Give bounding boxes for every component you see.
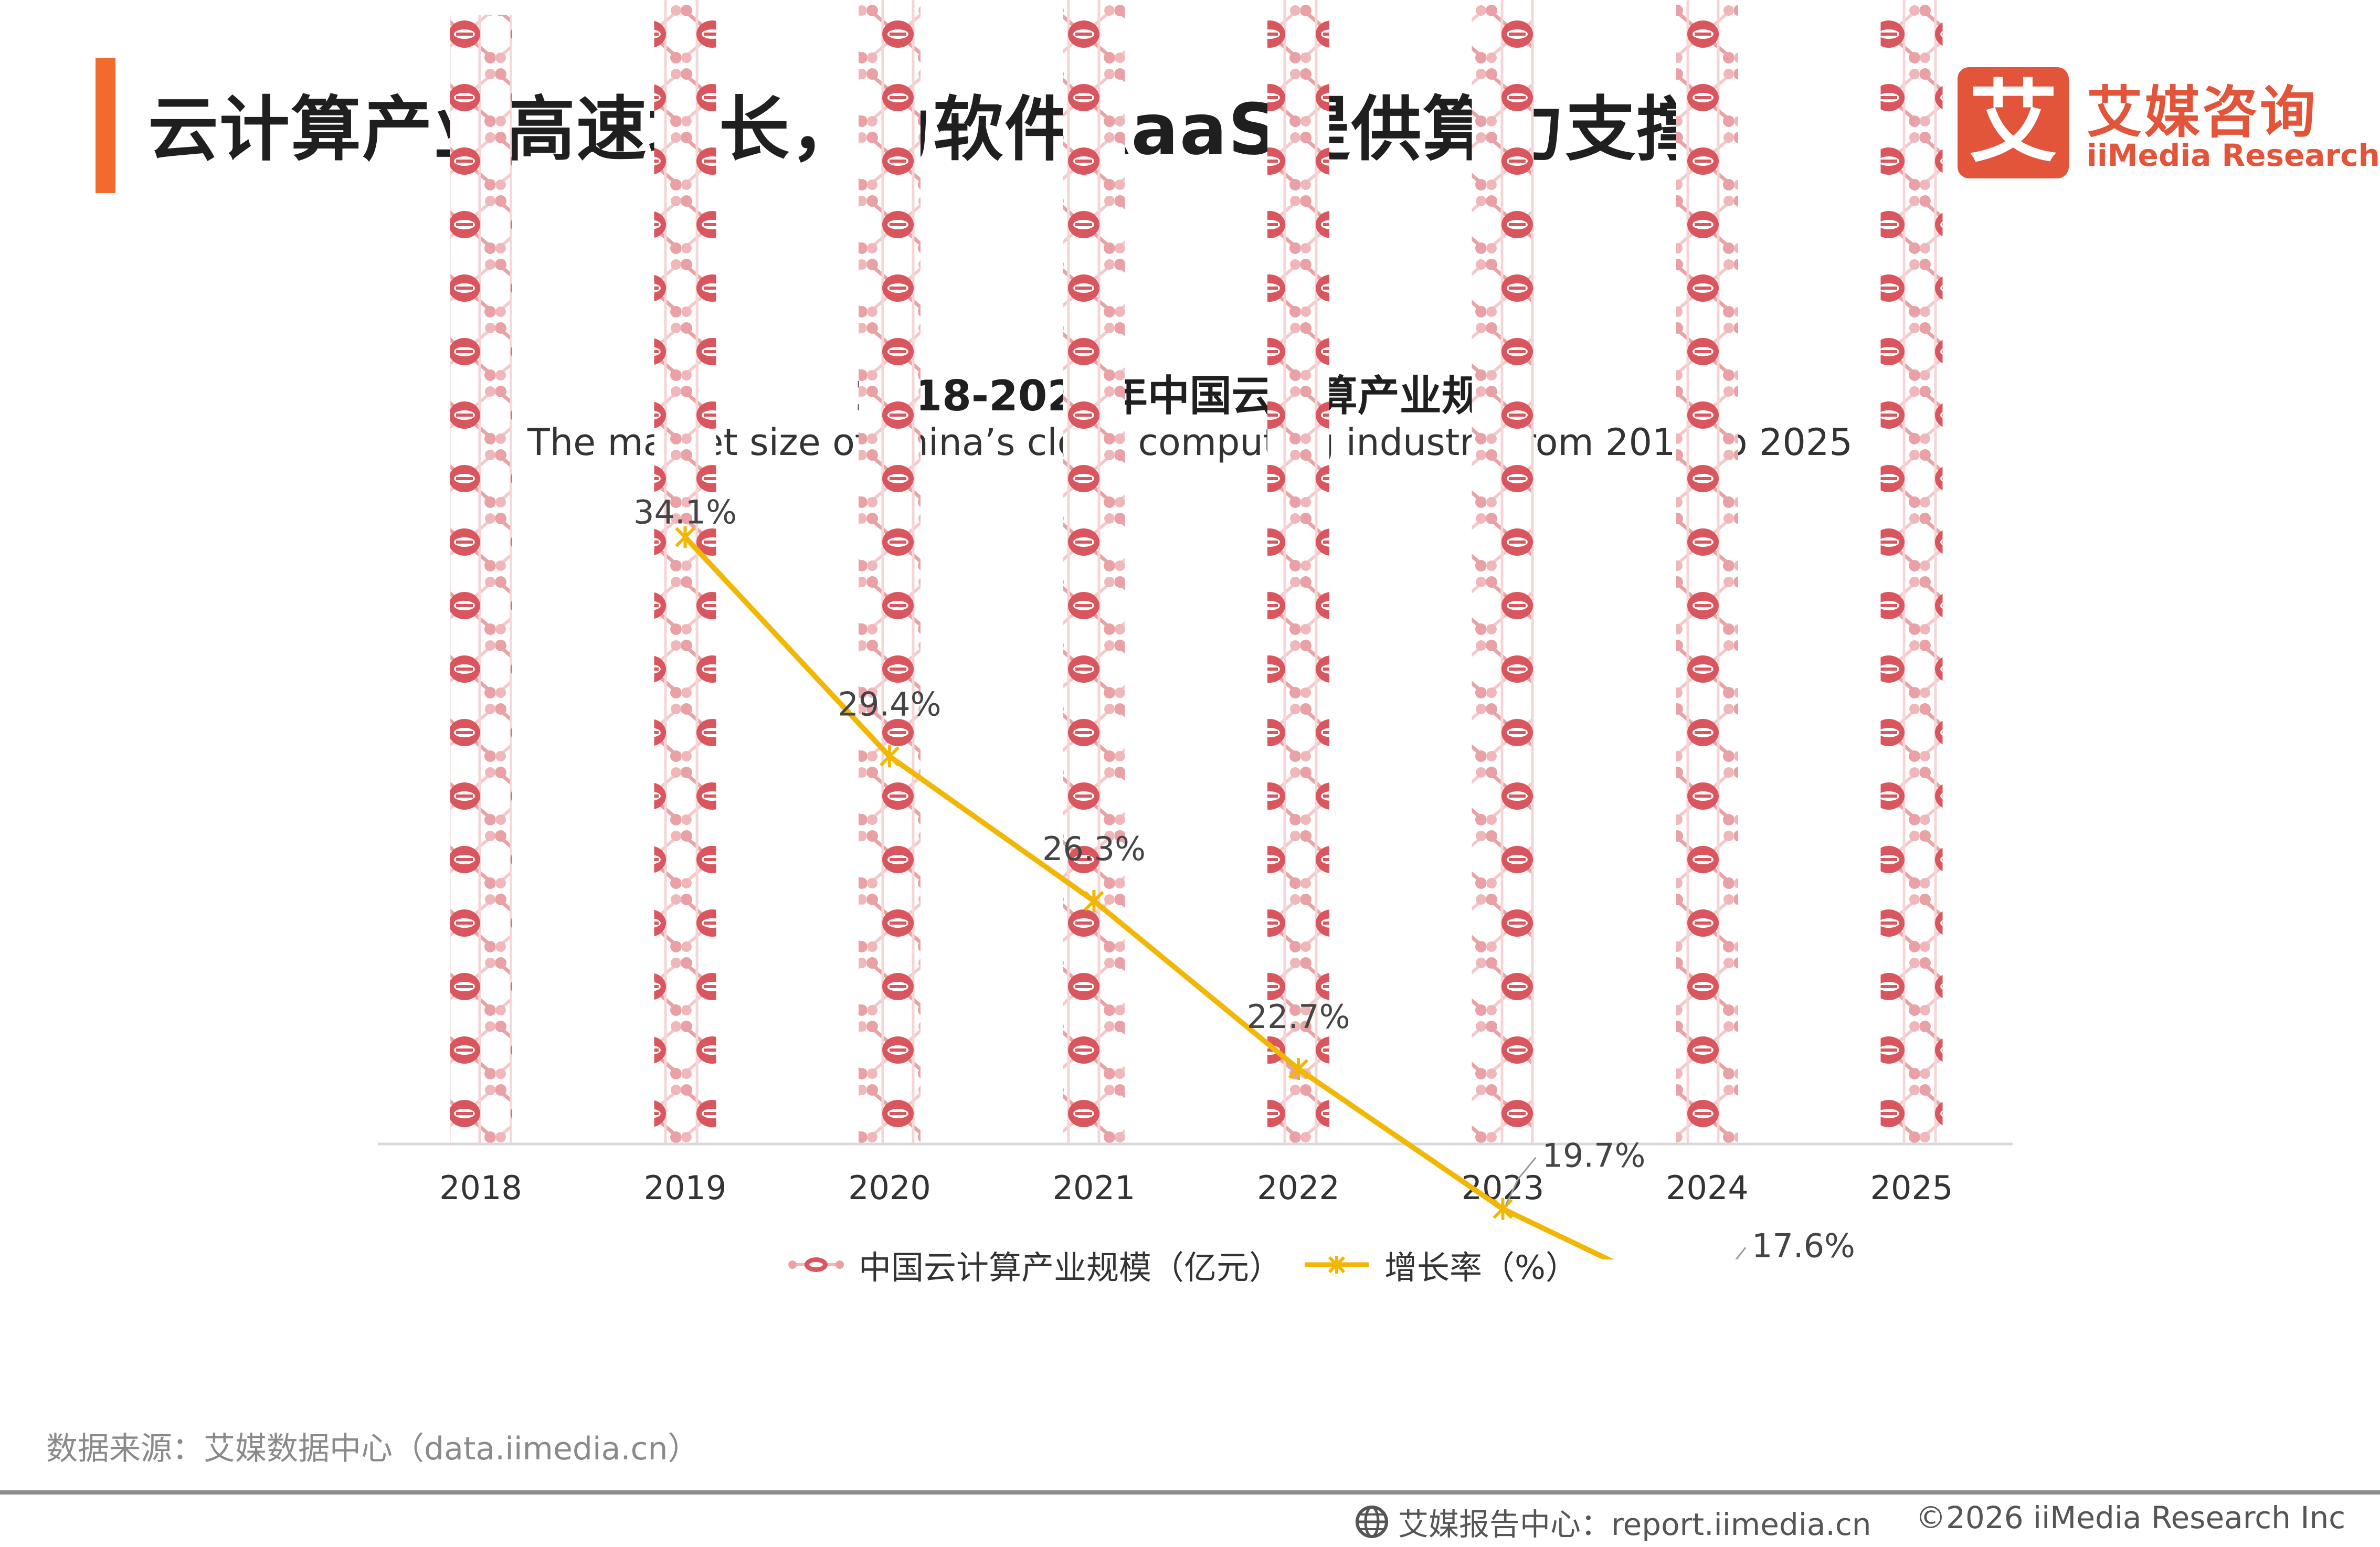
leader-line-2023	[1505, 1157, 1537, 1205]
bar-2019	[654, 0, 716, 1144]
logo-name-en: iiMedia Research	[2087, 137, 2380, 173]
legend-label-growth-rate: 增长率（%）	[1384, 1248, 1578, 1287]
x-tick-labels: 2018 2019 2020 2021 2022 2023 2024 2025	[439, 1169, 1953, 1207]
chart-title: 2018-2025年中国云计算产业规模	[854, 372, 1526, 420]
bar-2018	[450, 15, 512, 1144]
growth-label-2024: 17.6%	[1752, 1226, 1855, 1259]
leader-line-2024	[1735, 1247, 1747, 1259]
x-tick-2019: 2019	[644, 1169, 727, 1207]
footer-report-text: 艾媒报告中心：report.iimedia.cn	[1398, 1507, 1871, 1542]
bar-2020	[859, 0, 921, 1144]
growth-point-2020	[879, 745, 900, 768]
chart-subtitle: The market size of China’s cloud computi…	[527, 421, 1853, 464]
logo-mark-char: 艾	[1968, 71, 2058, 175]
bar-2025	[1880, 0, 1943, 1144]
bar-2023	[1472, 0, 1534, 1144]
legend-swatch-bar	[788, 1257, 844, 1272]
globe-icon	[1356, 1506, 1388, 1538]
x-tick-2018: 2018	[439, 1169, 522, 1207]
x-tick-2020: 2020	[848, 1169, 931, 1207]
growth-label-2019: 34.1%	[633, 493, 737, 532]
bar-2022	[1267, 0, 1329, 1144]
growth-label-2023: 19.7%	[1542, 1137, 1646, 1175]
x-tick-2021: 2021	[1053, 1169, 1136, 1207]
bar-2021	[1063, 0, 1125, 1144]
growth-point-2023	[1493, 1198, 1513, 1220]
bar-2024	[1676, 0, 1738, 1144]
bar-series	[450, 0, 1943, 1144]
legend-item-market-size: 中国云计算产业规模（亿元）	[787, 1241, 1282, 1288]
page-title: 云计算产业高速增长，为软件RaaS提供算力支撑	[148, 89, 1708, 171]
growth-label-2022: 22.7%	[1247, 998, 1350, 1036]
growth-point-2019	[675, 526, 695, 548]
chart-legend: 中国云计算产业规模（亿元） 增长率（%）	[787, 1241, 1599, 1288]
footer-report-link: 艾媒报告中心：report.iimedia.cn	[1354, 1500, 1871, 1544]
logo-name-cn: 艾媒咨询	[2087, 80, 2318, 145]
x-tick-2024: 2024	[1666, 1169, 1749, 1207]
legend-label-market-size: 中国云计算产业规模（亿元）	[859, 1248, 1282, 1287]
footer-copyright: ©2026 iiMedia Research Inc	[1916, 1500, 2346, 1535]
title-accent-bar	[96, 58, 115, 193]
logo-mark	[1958, 67, 2069, 178]
x-tick-2022: 2022	[1257, 1169, 1340, 1207]
legend-item-growth-rate: 增长率（%）	[1303, 1241, 1578, 1288]
growth-line-series	[675, 526, 1615, 1259]
footer-divider	[0, 1490, 2380, 1495]
growth-data-labels: 34.1%29.4%26.3%22.7%19.7%17.6%16.9%	[633, 493, 1855, 1259]
growth-point-2022	[1288, 1057, 1309, 1080]
growth-label-2021: 26.3%	[1042, 830, 1146, 868]
iimedia-logo-icon: 艾 艾媒咨询 iiMedia Research	[1958, 67, 2380, 178]
legend-swatch-line	[1305, 1256, 1369, 1274]
data-source-note: 数据来源：艾媒数据中心（data.iimedia.cn）	[46, 1431, 700, 1467]
x-tick-2025: 2025	[1870, 1169, 1953, 1207]
growth-label-2020: 29.4%	[838, 685, 942, 723]
growth-point-2021	[1084, 889, 1104, 912]
